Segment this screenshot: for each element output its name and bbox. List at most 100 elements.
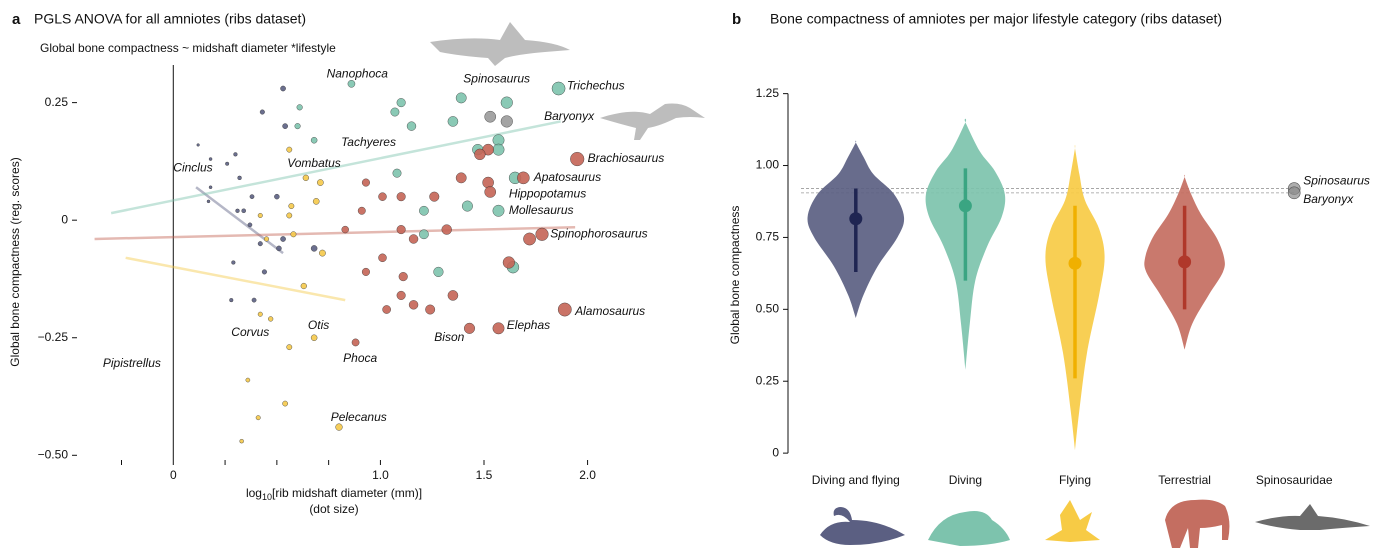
data-point [246,378,250,382]
y-tick-label: 0 [61,212,68,226]
point-label: Baryonyx [1303,192,1354,206]
x-tick-label: Diving and flying [812,473,900,487]
data-point [242,209,246,213]
data-point [552,82,565,95]
median [1178,255,1191,268]
spinosaurus-silhouette [430,22,570,66]
fit-line [196,187,283,253]
data-point [501,97,513,109]
data-point [260,110,265,115]
data-point [407,122,416,131]
data-point [397,291,406,300]
data-point [319,250,325,256]
x-tick-label: 2.0 [579,468,596,482]
y-tick-label: −0.50 [38,447,69,461]
data-point [234,152,238,156]
data-point [483,177,494,188]
x-tick-label: Flying [1059,473,1091,487]
data-point [268,317,273,322]
data-point [503,257,515,269]
data-point [448,116,458,126]
data-point [393,169,401,177]
x-label-part: [rib midshaft diameter (mm)] [272,486,422,500]
x-tick-label: Diving [949,473,982,487]
data-point [207,200,210,203]
data-point [536,228,549,241]
species-label: Spinosaurus [463,71,530,85]
data-point [225,162,229,166]
data-point [434,267,444,277]
species-label: Otis [308,318,329,332]
data-point [523,233,535,245]
data-point [485,186,496,197]
data-point [229,298,233,302]
baryonyx-silhouette [600,104,705,141]
median [1069,257,1082,270]
species-label: Bison [434,330,464,344]
data-point [462,201,473,212]
species-label: Mollesaurus [509,203,574,217]
data-point [362,268,370,276]
fit-line [126,258,346,300]
data-point [248,223,252,227]
y-axis-label: Global bone compactness [728,206,742,345]
panel-label: a [12,11,21,28]
data-point [287,147,292,152]
data-point [474,149,485,160]
data-point [240,439,244,443]
data-point [256,415,260,419]
data-point [197,144,200,147]
data-point [252,298,256,302]
species-label: Spinophorosaurus [550,226,647,240]
chart-title: PGLS ANOVA for all amniotes (ribs datase… [34,11,306,27]
data-point [378,254,386,262]
y-tick-label: 0 [772,445,779,459]
spinosaur-silhouette [1255,504,1370,530]
species-label: Cinclus [173,161,212,175]
y-tick-label: −0.25 [38,330,69,344]
data-point [289,203,294,208]
data-point [358,207,365,214]
data-point [238,176,242,180]
data-point [464,323,475,334]
data-point [313,198,319,204]
data-point [397,225,406,234]
species-label: Phoca [343,351,377,365]
species-label: Hippopotamus [509,186,586,200]
data-point [448,290,458,300]
data-point [558,303,571,316]
data-point [283,401,288,406]
data-point [456,173,466,183]
species-label: Pipistrellus [103,356,161,370]
fit-line [95,227,576,239]
data-point [383,305,391,313]
data-point [264,237,269,242]
data-point [399,272,408,281]
data-point [419,230,428,239]
data-point [262,270,267,275]
data-point [301,283,307,289]
data-point [311,245,317,251]
data-point [283,124,288,129]
y-axis-label: Global bone compactness (reg. scores) [8,157,22,366]
figure: a PGLS ANOVA for all amniotes (ribs data… [0,0,1379,551]
data-point [342,226,349,233]
x-label-subscript: 10 [262,492,272,502]
y-tick-label: 0.25 [45,95,69,109]
species-label: Elephas [507,318,550,332]
data-point [456,93,466,103]
data-point [258,213,263,218]
data-point [378,193,386,201]
data-point [419,206,428,215]
data-point [425,305,434,314]
data-point [295,123,301,129]
species-label: Alamosaurus [574,304,645,318]
species-label: Nanophoca [327,67,389,81]
data-point [274,194,279,199]
data-point [276,246,281,251]
species-label: Baryonyx [544,109,595,123]
species-label: Brachiosaurus [588,151,665,165]
data-point [501,116,513,128]
panel-label: b [732,11,741,28]
data-point [236,209,240,213]
